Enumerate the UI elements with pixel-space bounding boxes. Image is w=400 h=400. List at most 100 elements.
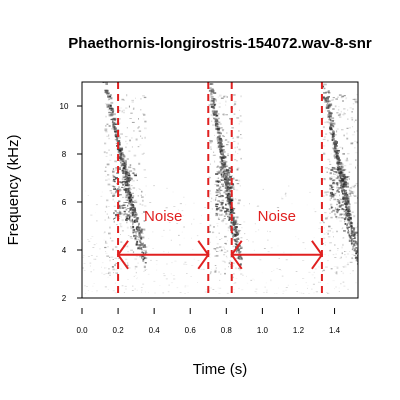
call-energy-cell (333, 176, 335, 178)
call-energy-cell (233, 216, 236, 218)
call-energy-cell (215, 204, 217, 206)
noise-speck (335, 286, 337, 288)
call-energy-cell (129, 139, 131, 142)
call-energy-cell (235, 220, 238, 223)
call-energy-cell (141, 190, 143, 193)
call-energy-cell (127, 179, 130, 182)
call-energy-cell (238, 250, 240, 254)
call-energy-cell (108, 137, 110, 140)
call-energy-cell (126, 171, 129, 173)
call-energy-cell (236, 232, 239, 235)
noise-speck (327, 293, 329, 294)
call-energy-cell (329, 177, 332, 180)
call-energy-cell (126, 95, 128, 97)
call-energy-cell (138, 232, 141, 235)
call-energy-cell (142, 118, 145, 120)
call-energy-cell (118, 201, 120, 203)
noise-speck (319, 222, 322, 224)
call-energy-cell (335, 155, 339, 158)
call-energy-cell (211, 120, 213, 122)
call-energy-cell (227, 178, 231, 181)
call-energy-cell (136, 179, 138, 181)
call-energy-cell (346, 195, 349, 197)
call-energy-cell (222, 160, 225, 162)
call-energy-cell (330, 216, 333, 219)
call-energy-cell (137, 227, 141, 229)
call-energy-cell (225, 176, 227, 179)
call-energy-cell (329, 186, 333, 188)
call-energy-cell (121, 230, 124, 232)
call-energy-cell (329, 184, 333, 187)
call-energy-cell (130, 220, 132, 223)
call-energy-cell (213, 100, 216, 103)
noise-speck (94, 258, 97, 260)
noise-speck (212, 289, 215, 290)
call-energy-cell (327, 104, 331, 107)
call-energy-cell (114, 257, 118, 259)
call-energy-cell (338, 169, 340, 173)
call-energy-cell (229, 196, 231, 198)
call-energy-cell (118, 210, 121, 212)
call-energy-cell (342, 197, 345, 200)
call-energy-cell (208, 100, 211, 102)
call-energy-cell (118, 204, 121, 207)
call-energy-cell (120, 160, 122, 162)
noise-speck (166, 187, 168, 189)
call-energy-cell (231, 186, 235, 189)
call-energy-cell (324, 99, 328, 101)
call-energy-cell (325, 133, 328, 135)
noise-speck (281, 196, 283, 198)
call-energy-cell (132, 222, 134, 224)
call-energy-cell (237, 135, 240, 138)
call-energy-cell (343, 187, 344, 189)
call-energy-cell (144, 253, 147, 254)
call-energy-cell (221, 183, 225, 185)
noise-speck (185, 204, 187, 206)
call-energy-cell (140, 109, 142, 111)
call-energy-cell (333, 168, 337, 170)
noise-speck (231, 187, 234, 189)
call-energy-cell (127, 177, 130, 180)
noise-speck (215, 291, 217, 292)
noise-speck (226, 213, 229, 215)
call-energy-cell (126, 180, 130, 182)
call-energy-cell (323, 83, 327, 86)
call-energy-cell (350, 221, 352, 224)
call-energy-cell (225, 104, 227, 106)
call-energy-cell (143, 169, 146, 171)
call-energy-cell (111, 154, 112, 156)
call-energy-cell (338, 200, 341, 202)
call-energy-cell (106, 92, 110, 95)
call-energy-cell (217, 141, 220, 144)
call-energy-cell (125, 213, 128, 215)
call-energy-cell (347, 228, 349, 231)
call-energy-cell (214, 269, 217, 272)
call-energy-cell (334, 212, 336, 215)
call-energy-cell (118, 151, 121, 153)
call-energy-cell (144, 246, 147, 248)
noise-speck (280, 270, 282, 271)
call-energy-cell (330, 206, 333, 209)
call-energy-cell (223, 174, 226, 177)
call-energy-cell (220, 202, 224, 205)
call-energy-cell (125, 194, 128, 197)
call-energy-cell (227, 179, 230, 181)
noise-speck (125, 262, 127, 264)
noise-speck (177, 209, 179, 211)
call-energy-cell (339, 174, 342, 177)
call-energy-cell (127, 267, 131, 269)
noise-speck (89, 262, 92, 264)
annotation-layer: Noise Noise (116, 82, 324, 298)
call-energy-cell (336, 217, 338, 220)
call-energy-cell (350, 227, 353, 230)
call-energy-cell (216, 119, 218, 121)
call-energy-cell (112, 175, 115, 178)
call-energy-cell (208, 87, 212, 89)
call-energy-cell (356, 94, 358, 96)
call-energy-cell (225, 164, 229, 167)
call-energy-cell (344, 201, 347, 203)
call-energy-cell (344, 217, 346, 219)
call-energy-cell (223, 207, 227, 209)
call-energy-cell (104, 142, 107, 145)
noise-speck (355, 227, 358, 229)
